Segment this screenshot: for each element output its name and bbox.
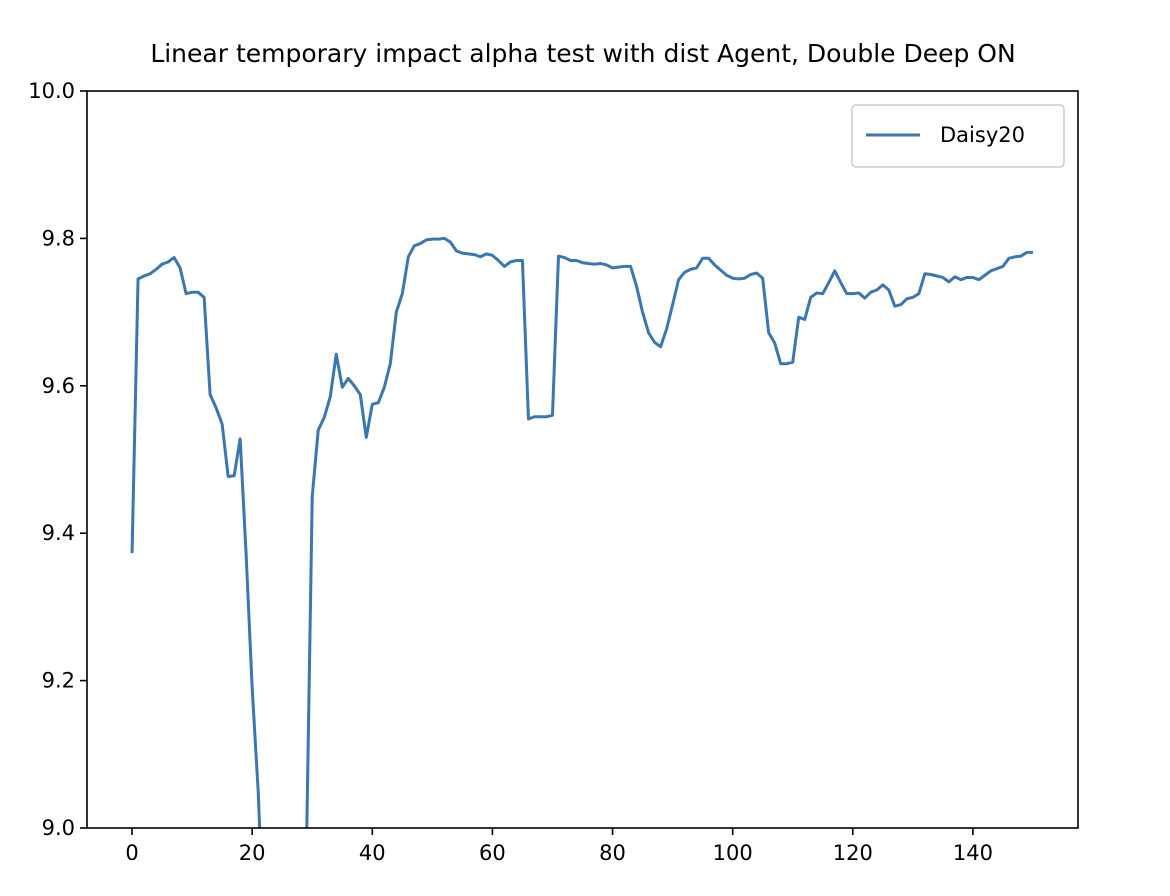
data-line — [130, 236, 1033, 828]
plot-frame — [86, 90, 1079, 829]
y-tick-label: 9.6 — [42, 374, 75, 398]
y-tick-label: 10.0 — [28, 79, 75, 103]
x-tick-label: 40 — [359, 841, 386, 865]
x-tick-label: 60 — [479, 841, 506, 865]
y-tick-label: 9.2 — [42, 669, 75, 693]
x-tick-label: 140 — [953, 841, 993, 865]
chart-title: Linear temporary impact alpha test with … — [150, 39, 1015, 68]
x-tick-label: 120 — [833, 841, 873, 865]
x-tick-label: 0 — [125, 841, 138, 865]
legend-box — [851, 104, 1065, 168]
legend-label: Daisy20 — [940, 123, 1025, 147]
y-tick-label: 9.8 — [42, 226, 75, 250]
x-tick-label: 100 — [713, 841, 753, 865]
y-tick-label: 9.0 — [42, 816, 75, 840]
x-tick-label: 20 — [239, 841, 266, 865]
x-tick-label: 80 — [599, 841, 626, 865]
y-tick-label: 9.4 — [42, 521, 75, 545]
